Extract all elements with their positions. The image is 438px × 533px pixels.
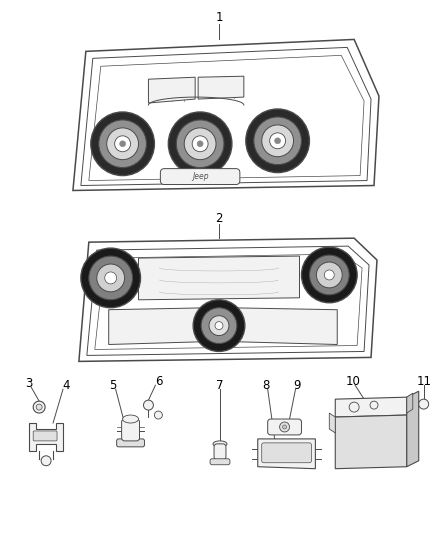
Polygon shape [73, 39, 379, 190]
Text: 4: 4 [62, 379, 70, 392]
Circle shape [36, 404, 42, 410]
Circle shape [33, 401, 45, 413]
Circle shape [193, 300, 245, 351]
Circle shape [215, 321, 223, 329]
Circle shape [370, 401, 378, 409]
Circle shape [89, 256, 133, 300]
Circle shape [283, 425, 286, 429]
Polygon shape [228, 308, 337, 344]
Polygon shape [329, 413, 335, 433]
Circle shape [279, 422, 290, 432]
Ellipse shape [213, 441, 227, 447]
Text: 10: 10 [346, 375, 360, 388]
Circle shape [168, 112, 232, 175]
FancyBboxPatch shape [268, 419, 301, 435]
Text: 11: 11 [416, 375, 431, 388]
Text: Jeep: Jeep [192, 172, 208, 181]
Circle shape [105, 272, 117, 284]
Circle shape [209, 316, 229, 336]
Circle shape [301, 247, 357, 303]
Circle shape [349, 402, 359, 412]
Circle shape [270, 133, 286, 149]
Text: 2: 2 [215, 212, 223, 225]
Circle shape [419, 399, 429, 409]
Polygon shape [29, 423, 63, 451]
Circle shape [115, 136, 131, 152]
Circle shape [144, 400, 153, 410]
Circle shape [316, 262, 342, 288]
Circle shape [262, 125, 293, 157]
Text: 6: 6 [155, 375, 162, 388]
Text: 1: 1 [215, 11, 223, 24]
FancyBboxPatch shape [122, 419, 140, 441]
Circle shape [254, 117, 301, 165]
Circle shape [41, 456, 51, 466]
Circle shape [201, 308, 237, 343]
Polygon shape [148, 77, 195, 103]
FancyBboxPatch shape [262, 443, 311, 463]
Circle shape [120, 141, 126, 147]
Circle shape [324, 270, 334, 280]
Circle shape [197, 141, 203, 147]
Polygon shape [109, 308, 210, 344]
FancyBboxPatch shape [33, 431, 57, 441]
Circle shape [184, 128, 216, 160]
Circle shape [97, 264, 124, 292]
Circle shape [99, 120, 146, 168]
FancyBboxPatch shape [117, 439, 145, 447]
Circle shape [155, 411, 162, 419]
Polygon shape [407, 393, 413, 413]
Ellipse shape [123, 415, 138, 423]
Circle shape [81, 248, 141, 308]
FancyBboxPatch shape [210, 459, 230, 465]
Polygon shape [198, 76, 244, 99]
FancyBboxPatch shape [214, 444, 226, 460]
Polygon shape [258, 439, 315, 469]
Circle shape [275, 138, 281, 144]
Circle shape [309, 255, 349, 295]
Polygon shape [407, 391, 419, 467]
Circle shape [192, 136, 208, 152]
Polygon shape [79, 238, 377, 361]
Text: 7: 7 [216, 379, 224, 392]
Circle shape [107, 128, 138, 160]
Polygon shape [138, 256, 300, 300]
FancyBboxPatch shape [160, 168, 240, 184]
Text: 8: 8 [262, 379, 269, 392]
Text: 3: 3 [25, 377, 33, 390]
Polygon shape [335, 415, 407, 469]
Text: 5: 5 [109, 379, 117, 392]
Polygon shape [335, 397, 407, 417]
Text: 9: 9 [294, 379, 301, 392]
Circle shape [176, 120, 224, 168]
Circle shape [91, 112, 155, 175]
Circle shape [246, 109, 309, 173]
